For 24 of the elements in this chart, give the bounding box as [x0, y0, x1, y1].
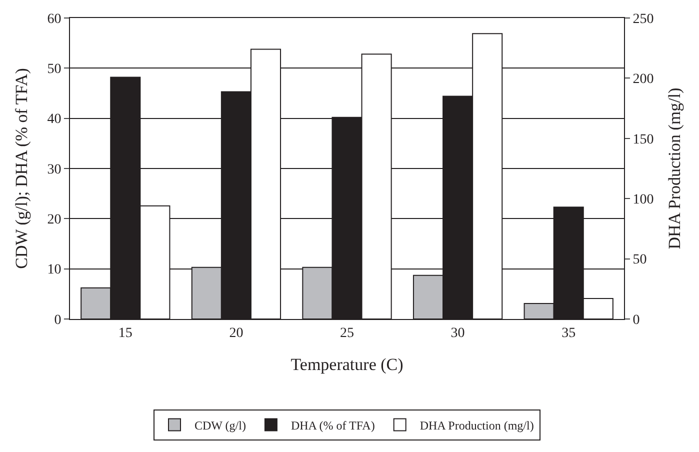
y2-tick-label: 0 — [632, 312, 640, 328]
legend-label: DHA (% of TFA) — [290, 418, 375, 432]
y-tick-label: 0 — [54, 312, 62, 328]
y2-axis-title: DHA Production (mg/l) — [665, 88, 684, 250]
x-tick-label: 30 — [450, 326, 465, 341]
x-tick-label: 15 — [118, 326, 132, 341]
y-tick-label: 50 — [47, 62, 62, 78]
x-axis-title: Temperature (C) — [290, 355, 404, 374]
y-tick-label: 20 — [47, 212, 62, 228]
y-axis-title: CDW (g/l); DHA (% of TFA) — [12, 68, 31, 269]
x-tick-label: 35 — [562, 326, 576, 341]
x-tick-label: 25 — [340, 326, 354, 341]
y-tick-label: 30 — [47, 162, 62, 178]
y-tick-label: 10 — [47, 262, 62, 278]
y2-tick-label: 50 — [632, 252, 647, 268]
y2-tick-label: 200 — [632, 72, 654, 88]
y-tick-label: 40 — [47, 112, 62, 128]
x-tick-label: 20 — [229, 326, 244, 341]
y2-tick-label: 100 — [632, 192, 654, 208]
y-tick-label: 60 — [47, 12, 62, 27]
legend-label: CDW (g/l) — [194, 418, 246, 432]
y2-tick-label: 150 — [632, 132, 654, 148]
y2-tick-label: 250 — [632, 12, 654, 27]
legend-label: DHA Production (mg/l) — [420, 418, 534, 432]
